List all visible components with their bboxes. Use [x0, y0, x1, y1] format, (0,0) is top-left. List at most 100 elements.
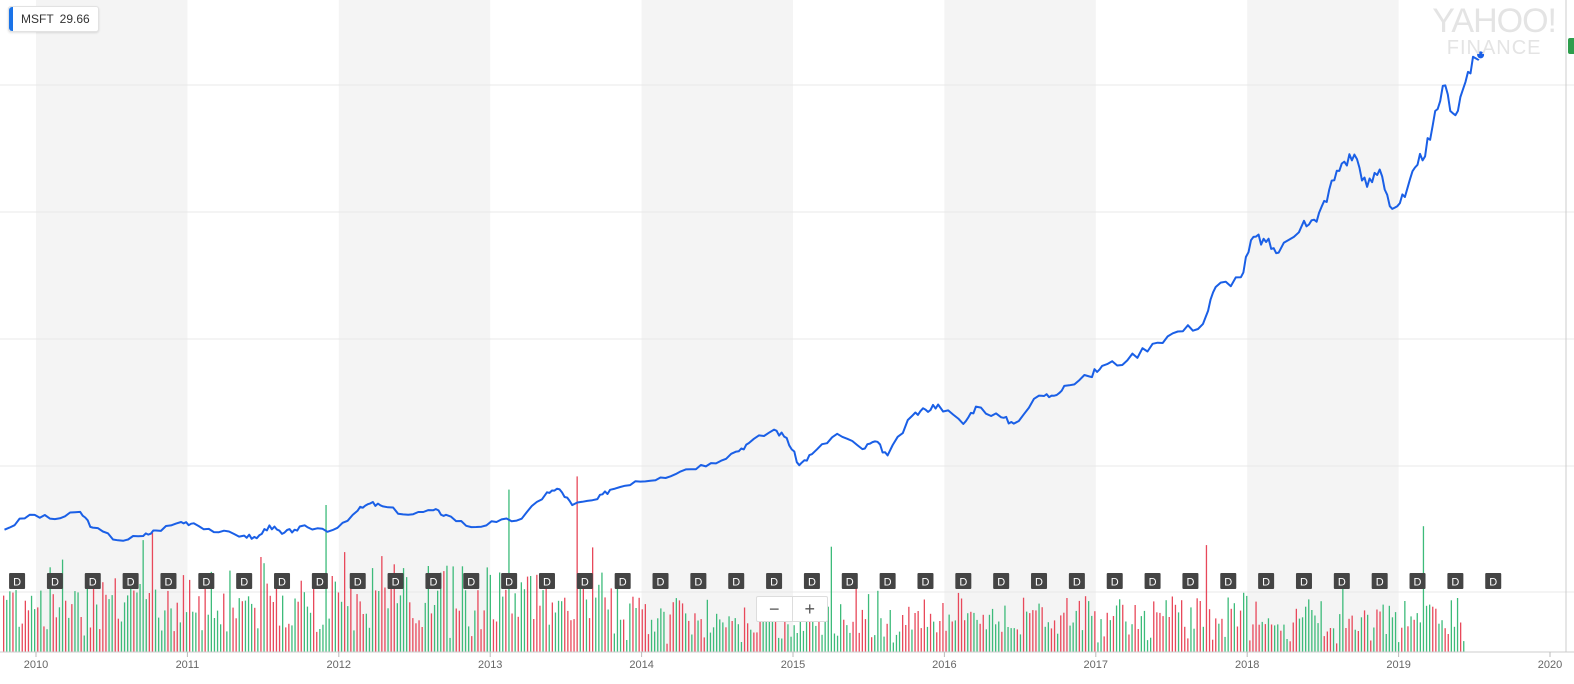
dividend-marker[interactable]: D — [1068, 573, 1085, 589]
dividend-marker[interactable]: D — [236, 573, 253, 589]
x-tick-label: 2012 — [327, 659, 351, 671]
dividend-marker[interactable]: D — [1182, 573, 1199, 589]
volume-bar — [942, 603, 944, 652]
x-tick-label: 2013 — [478, 659, 502, 671]
dividend-marker[interactable]: D — [1409, 573, 1426, 589]
volume-bar — [753, 632, 755, 652]
dividend-marker[interactable]: D — [1371, 573, 1388, 589]
volume-bar — [319, 629, 321, 652]
zoom-in-button[interactable]: + — [804, 598, 815, 619]
volume-bar — [207, 614, 209, 652]
dividend-marker[interactable]: D — [198, 573, 215, 589]
volume-bar — [660, 608, 662, 652]
dividend-marker[interactable]: D — [349, 573, 366, 589]
volume-bar — [1429, 604, 1431, 652]
volume-bar — [799, 613, 801, 652]
volume-bar — [1100, 619, 1102, 652]
volume-bar — [988, 614, 991, 652]
volume-bar — [1394, 612, 1397, 652]
dividend-marker[interactable]: D — [576, 573, 593, 589]
dividend-marker[interactable]: D — [1485, 573, 1502, 589]
volume-bar — [833, 633, 836, 652]
volume-bar — [1360, 617, 1363, 652]
volume-bar — [446, 565, 448, 652]
volume-bar — [489, 574, 491, 652]
dividend-marker[interactable]: D — [614, 573, 631, 589]
dividend-marker[interactable]: D — [122, 573, 139, 589]
volume-bar — [998, 621, 1000, 652]
volume-bar — [771, 620, 774, 652]
dividend-marker[interactable]: D — [1031, 573, 1048, 589]
dividend-marker[interactable]: D — [501, 573, 518, 589]
dividend-marker[interactable]: D — [1144, 573, 1161, 589]
volume-bar — [1329, 628, 1332, 652]
volume-bar — [1150, 637, 1152, 652]
volume-bar — [1320, 601, 1322, 652]
dividend-marker[interactable]: D — [728, 573, 745, 589]
volume-bar — [322, 624, 324, 652]
volume-bar — [1407, 626, 1409, 652]
volume-bar — [954, 620, 956, 652]
volume-bar — [359, 601, 361, 652]
dividend-marker[interactable]: D — [879, 573, 896, 589]
dividend-marker[interactable]: D — [1447, 573, 1464, 589]
dividend-marker[interactable]: D — [803, 573, 820, 589]
dividend-marker[interactable]: D — [917, 573, 934, 589]
volume-bar — [316, 631, 318, 652]
dividend-marker[interactable]: D — [160, 573, 177, 589]
zoom-control: − + — [756, 596, 828, 622]
zoom-out-button[interactable]: − — [768, 598, 780, 619]
dividend-marker[interactable]: D — [1333, 573, 1350, 589]
volume-bar — [564, 597, 566, 652]
dividend-marker[interactable]: D — [1295, 573, 1312, 589]
dividend-marker[interactable]: D — [274, 573, 291, 589]
volume-bar — [375, 590, 377, 652]
volume-bar — [278, 625, 281, 652]
dividend-marker[interactable]: D — [9, 573, 26, 589]
dividend-marker[interactable]: D — [387, 573, 404, 589]
volume-bar — [1190, 607, 1192, 652]
dividend-marker[interactable]: D — [538, 573, 555, 589]
volume-bar — [452, 566, 454, 652]
dividend-marker[interactable]: D — [425, 573, 442, 589]
dividend-marker[interactable]: D — [46, 573, 63, 589]
volume-bar — [477, 590, 479, 652]
volume-bar — [499, 572, 501, 652]
volume-bar — [437, 590, 439, 652]
dividend-marker[interactable]: D — [311, 573, 328, 589]
dividend-marker[interactable]: D — [841, 573, 858, 589]
svg-text:D: D — [89, 577, 97, 589]
volume-bar — [145, 599, 147, 652]
watermark-line2: FINANCE — [1446, 37, 1542, 59]
volume-bar — [1382, 604, 1384, 652]
volume-bar — [626, 640, 628, 652]
dividend-marker[interactable]: D — [766, 573, 783, 589]
volume-bar — [384, 587, 386, 652]
volume-bar — [1460, 622, 1462, 652]
dividend-marker[interactable]: D — [463, 573, 480, 589]
symbol-legend[interactable]: MSFT 29.66 — [8, 6, 99, 32]
volume-bar — [291, 625, 293, 652]
svg-text:D: D — [1414, 577, 1422, 589]
dividend-marker[interactable]: D — [652, 573, 669, 589]
svg-text:D: D — [392, 577, 400, 589]
volume-bar — [731, 621, 733, 652]
last-price-dot[interactable] — [1476, 50, 1486, 60]
svg-text:D: D — [694, 577, 702, 589]
dividend-marker[interactable]: D — [1258, 573, 1275, 589]
dividend-marker[interactable]: D — [993, 573, 1010, 589]
dividend-marker[interactable]: D — [1106, 573, 1123, 589]
volume-bar — [68, 617, 70, 652]
dividend-marker[interactable]: D — [84, 573, 101, 589]
dividend-marker[interactable]: D — [955, 573, 972, 589]
volume-bar — [368, 627, 371, 652]
volume-bar — [1057, 633, 1059, 652]
volume-bar — [880, 618, 882, 652]
volume-bar — [821, 634, 823, 652]
volume-bar — [1246, 595, 1248, 652]
dividend-marker[interactable]: D — [1220, 573, 1237, 589]
dividend-marker[interactable]: D — [690, 573, 707, 589]
svg-text:D: D — [505, 577, 513, 589]
volume-bar — [712, 627, 715, 652]
volume-bar — [350, 588, 352, 652]
